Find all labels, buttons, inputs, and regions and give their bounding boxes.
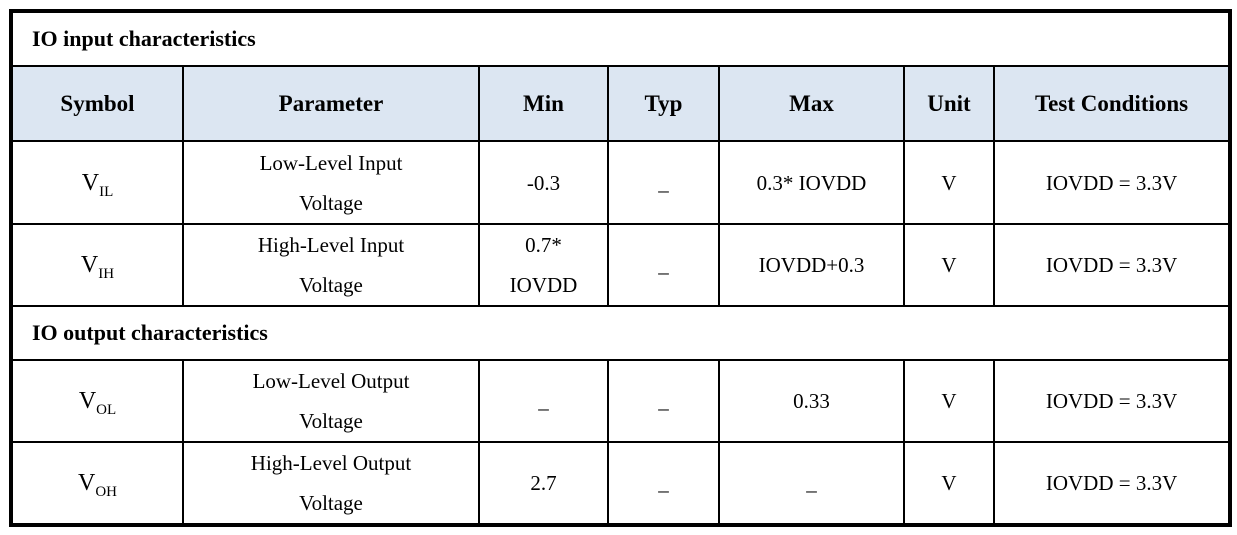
vih-typ-cell: _	[607, 223, 720, 307]
col-header-typ: Typ	[607, 65, 720, 142]
vol-symbol-cell: VOL	[10, 359, 184, 443]
vol-max-cell: 0.33	[718, 359, 905, 443]
vih-test-conditions-cell: IOVDD = 3.3V	[992, 223, 1232, 307]
voh-typ-cell: _	[607, 441, 720, 526]
col-header-unit: Unit	[903, 65, 995, 142]
vih-parameter-cell: High-Level Input Voltage	[182, 223, 480, 307]
voh-max-cell: _	[718, 441, 905, 526]
col-header-min: Min	[478, 65, 609, 142]
col-header-symbol: Symbol	[10, 65, 184, 142]
table-row-vol: VOL Low-Level Output Voltage _ _ 0.33 V …	[10, 359, 1232, 443]
section-row-io-output: IO output characteristics	[9, 305, 1232, 361]
vil-test-conditions-cell: IOVDD = 3.3V	[992, 140, 1232, 225]
table-row-vil: VIL Low-Level Input Voltage -0.3 _ 0.3* …	[10, 140, 1232, 225]
col-header-parameter: Parameter	[182, 65, 480, 142]
vol-parameter-cell: Low-Level Output Voltage	[182, 359, 480, 443]
vil-min-cell: -0.3	[478, 140, 609, 225]
table-row-voh: VOH High-Level Output Voltage 2.7 _ _ V …	[10, 441, 1232, 526]
section-title-io-input: IO input characteristics	[9, 10, 1232, 67]
vil-parameter-cell: Low-Level Input Voltage	[182, 140, 480, 225]
table-header-row: Symbol Parameter Min Typ Max Unit Test C…	[10, 65, 1232, 142]
section-row-io-input: IO input characteristics	[9, 10, 1232, 67]
vol-symbol: VOL	[78, 388, 117, 418]
vil-unit-cell: V	[903, 140, 995, 225]
vih-min-cell: 0.7* IOVDD	[478, 223, 609, 307]
vil-typ-cell: _	[607, 140, 720, 225]
vil-symbol: VIL	[81, 169, 114, 200]
voh-parameter-cell: High-Level Output Voltage	[182, 441, 480, 526]
section-title-io-output: IO output characteristics	[9, 305, 1232, 361]
voh-unit-cell: V	[903, 441, 995, 526]
vih-max-cell: IOVDD+0.3	[718, 223, 905, 307]
vil-max-cell: 0.3* IOVDD	[718, 140, 905, 225]
voh-min-cell: 2.7	[478, 441, 609, 526]
vol-test-conditions-cell: IOVDD = 3.3V	[992, 359, 1232, 443]
vol-symbol-subscript: OL	[96, 401, 117, 418]
table-row-vih: VIH High-Level Input Voltage 0.7* IOVDD …	[10, 223, 1232, 307]
io-characteristics-table: IO input characteristics Symbol Paramete…	[9, 9, 1233, 527]
vih-symbol-cell: VIH	[10, 223, 184, 307]
voh-symbol: VOH	[77, 470, 117, 500]
col-header-test-conditions: Test Conditions	[992, 65, 1232, 142]
vil-symbol-subscript: IL	[99, 183, 114, 200]
vol-min-cell: _	[478, 359, 609, 443]
vih-unit-cell: V	[903, 223, 995, 307]
vol-unit-cell: V	[903, 359, 995, 443]
col-header-max: Max	[718, 65, 905, 142]
vih-symbol-subscript: IH	[98, 265, 115, 282]
voh-symbol-cell: VOH	[10, 441, 184, 526]
vil-symbol-cell: VIL	[10, 140, 184, 225]
vih-symbol: VIH	[80, 252, 115, 282]
vol-typ-cell: _	[607, 359, 720, 443]
voh-test-conditions-cell: IOVDD = 3.3V	[992, 441, 1232, 526]
voh-symbol-subscript: OH	[95, 483, 117, 500]
